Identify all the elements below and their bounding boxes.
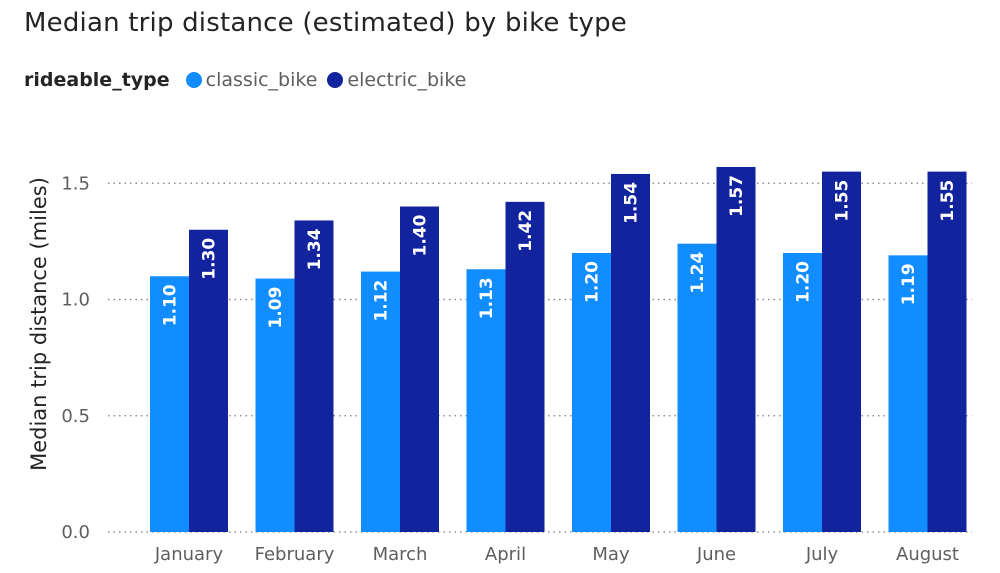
data-label: 1.54 xyxy=(622,182,642,224)
x-tick-label: May xyxy=(592,544,630,565)
data-label: 1.20 xyxy=(583,261,603,303)
x-tick-label: July xyxy=(805,544,839,565)
bar-classic_bike-january xyxy=(150,276,189,532)
legend-label-classic-bike: classic_bike xyxy=(205,69,318,91)
bar-electric_bike-august xyxy=(927,171,967,532)
y-tick-label: 0.0 xyxy=(61,522,90,543)
data-label: 1.09 xyxy=(266,287,286,329)
data-label: 1.40 xyxy=(411,214,431,256)
data-label: 1.24 xyxy=(688,252,708,294)
x-tick-label: April xyxy=(485,544,526,565)
bar-electric_bike-january xyxy=(189,229,228,532)
legend-dot-electric-bike-icon xyxy=(327,72,344,88)
bar-electric_bike-july xyxy=(822,171,861,532)
legend-item-classic-bike[interactable]: classic_bike xyxy=(185,69,318,91)
y-tick-label: 0.5 xyxy=(61,406,90,427)
data-label: 1.34 xyxy=(305,228,325,270)
bar-electric_bike-june xyxy=(716,166,756,532)
x-tick-label: August xyxy=(896,544,959,565)
data-label: 1.55 xyxy=(833,180,853,222)
data-label: 1.19 xyxy=(899,263,919,305)
y-axis-title: Median trip distance (miles) xyxy=(27,177,51,471)
bar-electric_bike-april xyxy=(505,201,545,532)
data-label: 1.55 xyxy=(938,180,958,222)
legend-dot-classic-bike-icon xyxy=(185,72,202,88)
data-label: 1.13 xyxy=(477,277,497,319)
x-tick-label: March xyxy=(373,544,428,565)
bar-electric_bike-march xyxy=(400,206,439,532)
x-tick-label: February xyxy=(255,544,335,565)
legend-label-electric-bike: electric_bike xyxy=(347,69,467,91)
bar-classic_bike-february xyxy=(255,278,295,532)
data-label: 1.57 xyxy=(727,175,747,217)
legend: rideable_type classic_bike electric_bike xyxy=(24,66,476,94)
bar-classic_bike-march xyxy=(361,271,400,532)
bar-classic_bike-may xyxy=(572,253,611,532)
bar-electric_bike-february xyxy=(294,220,334,532)
data-label: 1.42 xyxy=(516,210,536,252)
bar-classic_bike-april xyxy=(466,269,506,532)
x-tick-label: January xyxy=(154,544,224,565)
data-label: 1.30 xyxy=(200,238,220,280)
bar-electric_bike-may xyxy=(611,173,650,532)
chart-title: Median trip distance (estimated) by bike… xyxy=(24,8,627,38)
y-tick-label: 1.0 xyxy=(61,290,90,311)
data-label: 1.10 xyxy=(161,284,181,326)
bar-classic_bike-august xyxy=(888,255,928,532)
data-label: 1.12 xyxy=(372,280,392,322)
legend-title: rideable_type xyxy=(24,69,170,91)
legend-item-electric-bike[interactable]: electric_bike xyxy=(327,69,466,91)
data-label: 1.20 xyxy=(794,261,814,303)
x-tick-label: June xyxy=(696,544,736,565)
bar-classic_bike-june xyxy=(677,243,717,532)
y-tick-label: 1.5 xyxy=(61,173,90,194)
bar-classic_bike-july xyxy=(783,253,822,532)
